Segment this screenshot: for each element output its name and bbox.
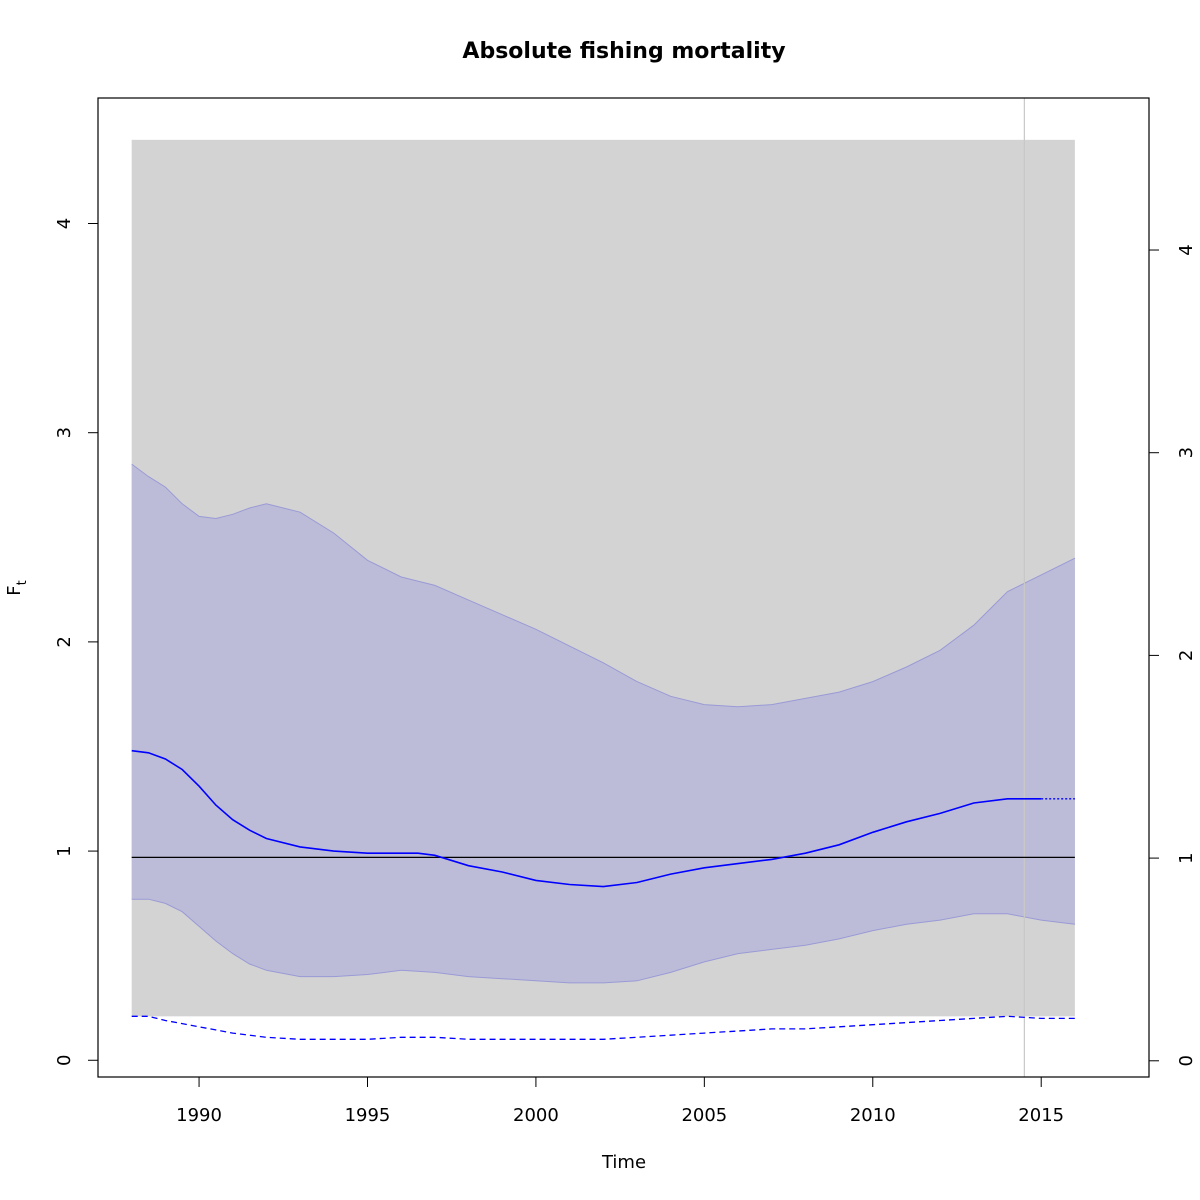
x-tick-label: 1995 (345, 1105, 391, 1126)
y-tick-label: 0 (54, 1055, 75, 1066)
y-tick-label: 2 (54, 636, 75, 647)
y-axis-label: Ft (4, 580, 30, 595)
upper-ci-line (131, 463, 1076, 708)
chart-title: Absolute fishing mortality (462, 39, 785, 64)
lower-bound-line (131, 1015, 1075, 1040)
y-tick-label: 4 (54, 218, 75, 229)
y-axis-label-subscript: t (15, 580, 30, 585)
x-tick-label: 2015 (1018, 1105, 1064, 1126)
y-right-tick-label: 0 (1176, 1055, 1197, 1066)
y-right-tick-label: 2 (1176, 650, 1197, 661)
lower-ci-line (131, 898, 1075, 984)
x-tick-label: 2010 (850, 1105, 896, 1126)
y-right-tick-label: 4 (1176, 244, 1197, 255)
x-tick-label: 2005 (681, 1105, 727, 1126)
x-tick-label: 2000 (513, 1105, 559, 1126)
plot-area (131, 98, 1076, 1077)
y-right-tick-label: 1 (1176, 852, 1197, 863)
axes: 1990 1995 2000 2005 2010 2015 0 1 2 3 4 0 1 2 3 4 (54, 218, 1197, 1126)
y-tick-label: 3 (54, 427, 75, 438)
y-tick-label: 1 (54, 845, 75, 856)
x-tick-label: 1990 (176, 1105, 222, 1126)
estimate-line (131, 749, 1042, 888)
x-axis-label: Time (601, 1152, 646, 1173)
y-right-tick-label: 3 (1176, 447, 1197, 458)
y-axis-label-main: F (4, 585, 25, 595)
plot-frame (97, 97, 1150, 1078)
